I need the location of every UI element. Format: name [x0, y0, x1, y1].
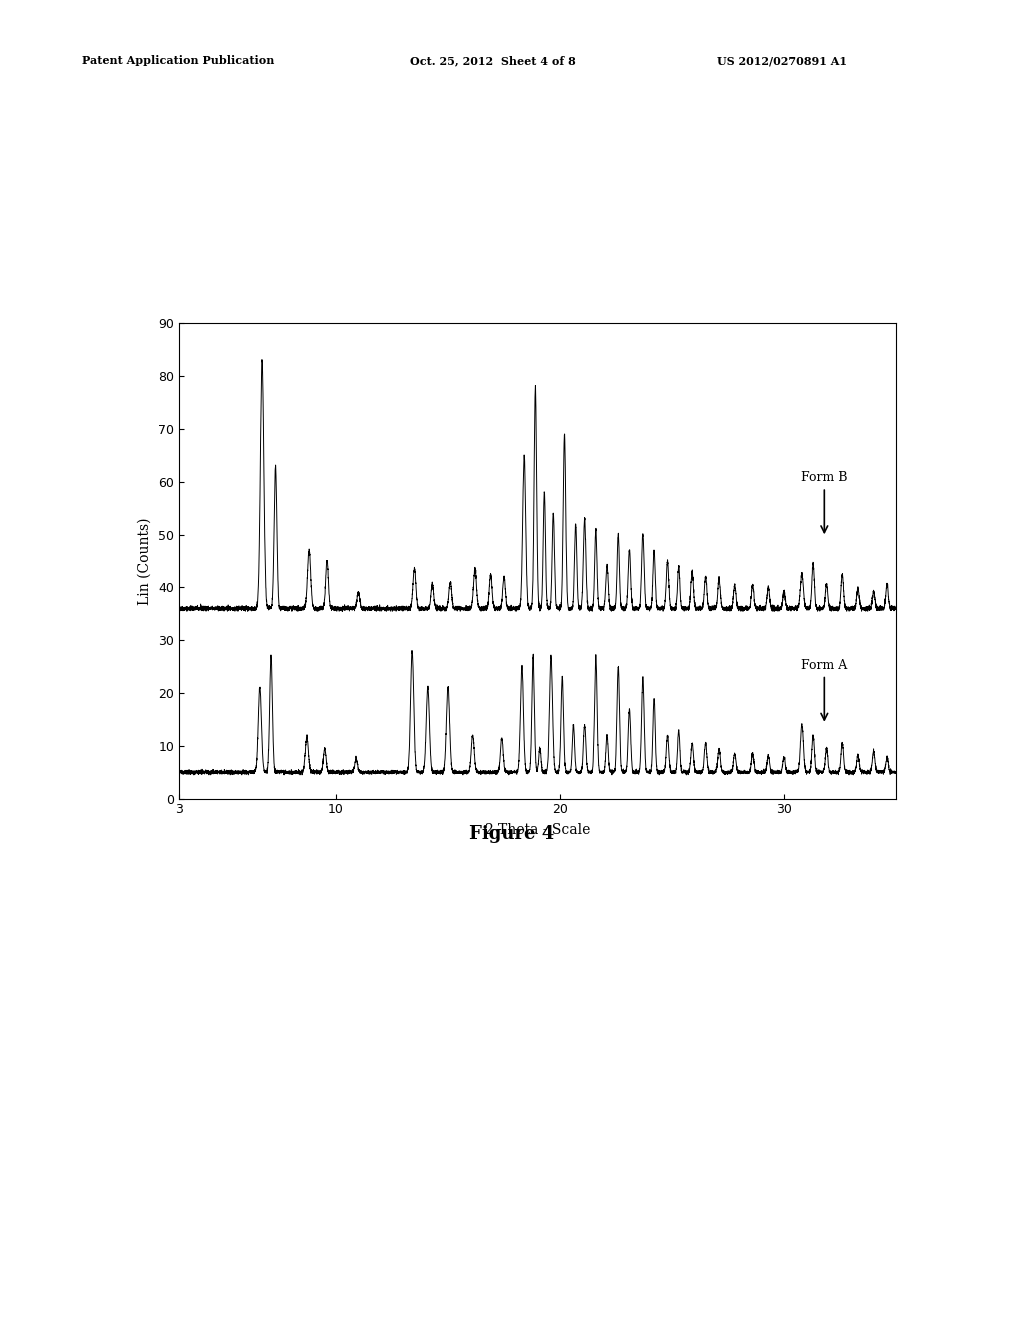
X-axis label: 2-Theta - Scale: 2-Theta - Scale — [485, 824, 590, 837]
Text: Oct. 25, 2012  Sheet 4 of 8: Oct. 25, 2012 Sheet 4 of 8 — [410, 55, 575, 66]
Text: Patent Application Publication: Patent Application Publication — [82, 55, 274, 66]
Text: Figure 4: Figure 4 — [469, 825, 555, 843]
Y-axis label: Lin (Counts): Lin (Counts) — [137, 517, 152, 605]
Text: Form A: Form A — [801, 659, 848, 719]
Text: Form B: Form B — [801, 471, 848, 532]
Text: US 2012/0270891 A1: US 2012/0270891 A1 — [717, 55, 847, 66]
